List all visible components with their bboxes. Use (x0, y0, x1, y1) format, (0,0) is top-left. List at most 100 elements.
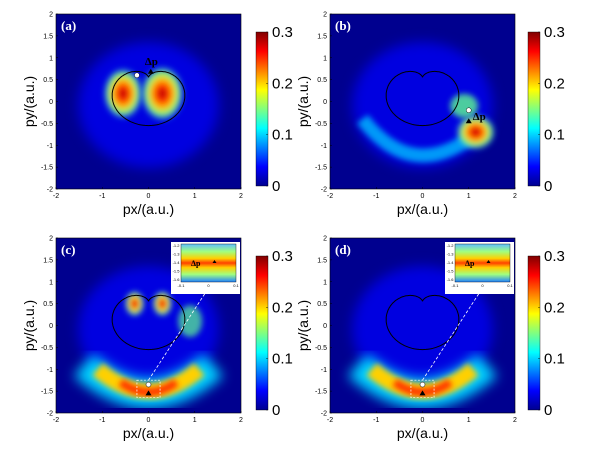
colorbar-tick-label: 0.2 (544, 299, 565, 316)
inset-y-tick: -1.4 (447, 260, 455, 265)
panel-label: (d) (335, 242, 351, 257)
y-tick-label: 1.5 (317, 33, 327, 40)
y-axis-label: py/(a.u.) (21, 76, 37, 127)
cardioid-contour (111, 294, 186, 351)
colorbar-tick-label: 0.2 (544, 75, 565, 92)
colorbar-tick-label: 0.2 (272, 299, 293, 316)
colorbar: 0 0.1 0.2 0.3 (255, 248, 293, 419)
y-tick-label: 1.5 (317, 257, 327, 264)
inset-x-tick: 0.1 (507, 283, 513, 288)
triangle-marker (419, 390, 426, 396)
colorbar-tick-label: 0.2 (272, 75, 293, 92)
panel-c: -2 -1.5 -1 -0.5 0 0.5 1 1.5 2 -2 -1 0 1 2 px/(a.u.) py/… (21, 236, 243, 442)
electron-marker (145, 381, 152, 388)
x-tick-label: -2 (53, 417, 59, 424)
inset-y-tick: -1.3 (173, 252, 181, 257)
y-tick-label: 2 (49, 236, 53, 243)
y-tick-label: -2 (47, 411, 53, 418)
triangle-marker (465, 118, 472, 124)
x-tick-label: 2 (513, 193, 517, 200)
panel-a: -2 -1.5 -1 -0.5 0 0.5 1 1.5 2 -2 -1 0 1 2 px/(a.u.) py/… (21, 12, 243, 218)
y-tick-label: 1.5 (43, 33, 53, 40)
inset-x-tick: 0 (481, 283, 484, 288)
heatmap-field (78, 42, 219, 168)
y-tick-label: 0 (323, 99, 327, 106)
inset-heatmap (454, 243, 511, 283)
cardioid-contour (385, 294, 460, 351)
x-tick-label: -1 (373, 417, 379, 424)
colorbar-tick-label: 0 (272, 402, 280, 419)
colorbar-tick-label: 0 (544, 402, 552, 419)
x-tick-label: -1 (373, 193, 379, 200)
x-tick-label: 0 (147, 193, 151, 200)
y-tick-label: -0.5 (41, 345, 53, 352)
colorbar-tick-label: 0.3 (544, 248, 565, 265)
colorbar-tick-label: 0 (544, 178, 552, 195)
x-tick-label: -1 (99, 193, 105, 200)
colorbar: 0 0.1 0.2 0.3 (255, 24, 293, 195)
y-tick-label: -1.5 (315, 165, 327, 172)
y-tick-label: -1.5 (315, 389, 327, 396)
inset-x-tick: -0.1 (178, 283, 186, 288)
y-tick-label: 0.5 (317, 301, 327, 308)
x-tick-label: -2 (327, 417, 333, 424)
electron-marker (134, 72, 140, 78)
x-axis-label: px/(a.u.) (397, 201, 448, 217)
inset-x-tick: -0.1 (452, 283, 460, 288)
triangle-marker (145, 390, 152, 396)
y-tick-label: -1 (321, 367, 327, 374)
colorbar: 0 0.1 0.2 0.3 (527, 248, 565, 419)
colorbar-gradient (527, 255, 541, 411)
colorbar-tick-label: 0 (272, 178, 280, 195)
y-tick-label: 2 (323, 236, 327, 243)
panel-b: -2 -1.5 -1 -0.5 0 0.5 1 1.5 2 -2 -1 0 1 2 px/(a.u.) py/… (295, 12, 517, 218)
x-tick-label: -2 (327, 193, 333, 200)
delta-p-annotation: Δp (473, 111, 486, 123)
y-tick-label: 0.5 (43, 301, 53, 308)
inset-delta-p-label: Δp (191, 259, 201, 268)
triangle-marker (147, 68, 154, 74)
colorbar-tick-label: 0.3 (272, 248, 293, 265)
cardioid-contour (111, 70, 186, 127)
y-tick-label: 1 (49, 55, 53, 62)
y-tick-label: -1.5 (41, 389, 53, 396)
inset-y-tick: -1.2 (173, 243, 181, 248)
electron-marker (466, 107, 472, 113)
y-axis-label: py/(a.u.) (21, 300, 37, 351)
inset-heatmap (180, 243, 237, 283)
x-tick-label: 1 (467, 193, 471, 200)
y-tick-label: -0.5 (315, 345, 327, 352)
x-tick-label: 0 (147, 417, 151, 424)
y-tick-label: 1 (49, 279, 53, 286)
colorbar-tick-label: 0.3 (272, 24, 293, 41)
x-tick-label: -2 (53, 193, 59, 200)
electron-marker (419, 381, 426, 388)
inset-y-tick: -1.5 (447, 269, 455, 274)
inset-y-tick: -1.3 (447, 252, 455, 257)
inset-y-tick: -1.6 (173, 277, 181, 282)
x-tick-label: 2 (513, 417, 517, 424)
panel-label: (b) (335, 18, 351, 33)
x-tick-label: 0 (421, 193, 425, 200)
y-tick-label: 1.5 (43, 257, 53, 264)
y-tick-label: -2 (321, 187, 327, 194)
colorbar: 0 0.1 0.2 0.3 (527, 24, 565, 195)
inset-delta-p-label: Δp (465, 259, 475, 268)
y-tick-label: -1 (47, 367, 53, 374)
panel-label: (c) (61, 242, 75, 257)
y-tick-label: -0.5 (315, 121, 327, 128)
x-tick-label: 0 (421, 417, 425, 424)
panel-label: (a) (61, 18, 76, 33)
colorbar-gradient (255, 255, 269, 411)
y-tick-label: 0 (323, 323, 327, 330)
x-tick-label: 1 (193, 193, 197, 200)
y-tick-label: 0.5 (317, 77, 327, 84)
colorbar-tick-label: 0.1 (272, 351, 293, 368)
y-tick-label: 1 (323, 55, 327, 62)
cardioid-contour (385, 70, 460, 127)
inset-x-tick: 0 (207, 283, 210, 288)
x-tick-label: 1 (193, 417, 197, 424)
y-axis-label: py/(a.u.) (295, 76, 311, 127)
colorbar-tick-label: 0.1 (272, 127, 293, 144)
